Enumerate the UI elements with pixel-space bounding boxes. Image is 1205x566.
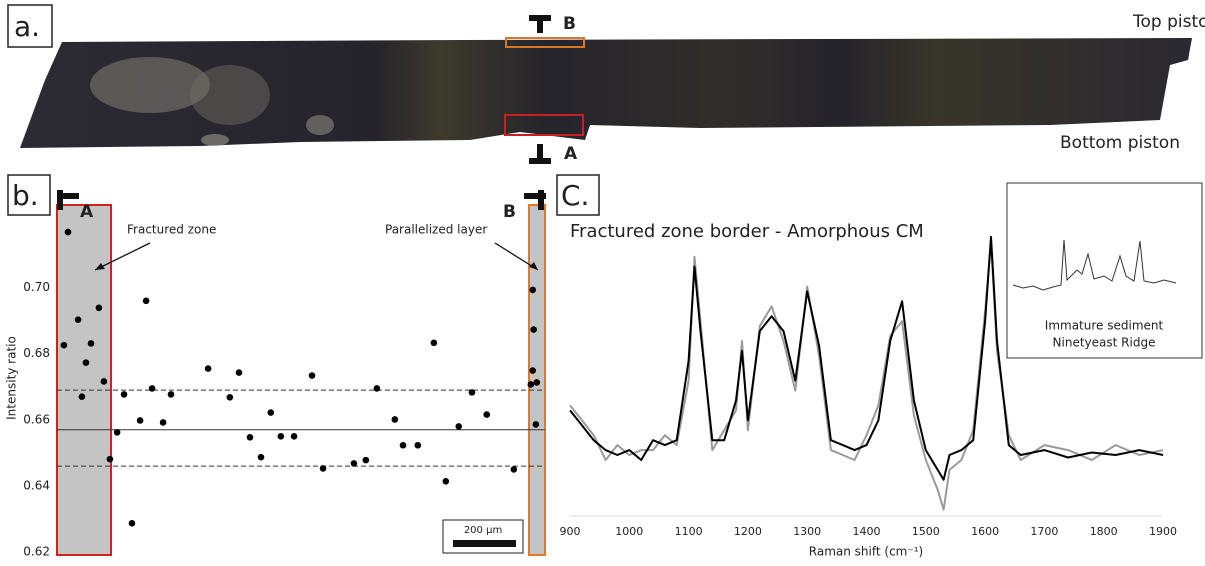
point	[350, 460, 358, 467]
arrow-head	[95, 263, 105, 270]
point	[442, 477, 450, 485]
chart-title: Fractured zone border - Amorphous CM	[570, 221, 924, 242]
marker-b-icon	[529, 15, 551, 33]
point	[468, 389, 476, 396]
zone-a-icon	[57, 190, 79, 210]
point	[167, 391, 175, 398]
section-b-box	[505, 37, 585, 48]
point	[159, 419, 167, 426]
panel-label-box	[7, 4, 53, 48]
point	[64, 228, 72, 236]
point	[529, 286, 537, 294]
point	[510, 466, 518, 473]
x-tick-label: 1900	[1149, 525, 1177, 538]
scale-bar	[453, 540, 516, 547]
point	[529, 367, 537, 374]
x-tick-label: 1600	[971, 525, 999, 538]
annotation: Parallelized layer	[385, 223, 487, 237]
panel-label: b.	[12, 179, 39, 212]
point	[527, 381, 535, 388]
point	[257, 453, 265, 461]
core-photo	[20, 38, 1192, 148]
panel-label: C.	[561, 179, 589, 212]
zone-b-icon	[524, 190, 546, 210]
panel-label-box	[7, 174, 51, 216]
spectrum-line	[569, 240, 1164, 511]
y-tick-label: 0.62	[23, 545, 50, 559]
x-tick-label: 1200	[734, 525, 762, 538]
arrow-head	[529, 262, 538, 270]
point	[95, 304, 103, 312]
point	[148, 385, 156, 392]
y-axis-label: Intensity ratio	[5, 336, 19, 420]
top-label: Top piston	[1132, 12, 1205, 32]
scale-box	[442, 519, 524, 554]
x-tick-label: 1700	[1030, 525, 1058, 538]
y-tick-label: 0.68	[23, 346, 50, 360]
point	[533, 379, 541, 386]
point	[87, 340, 95, 347]
point	[226, 394, 234, 401]
point	[100, 378, 108, 385]
inset	[1006, 182, 1203, 359]
scale-label: 200 µm	[464, 525, 502, 536]
annotation: Fractured zone	[127, 223, 216, 237]
x-tick-label: 1000	[615, 525, 643, 538]
point	[391, 416, 399, 423]
x-axis-label: Raman shift (cm⁻¹)	[809, 545, 923, 559]
marker-a: A	[564, 144, 578, 164]
point	[267, 409, 275, 416]
section-a-box	[504, 114, 584, 136]
bottom-label: Bottom piston	[1060, 133, 1180, 153]
point	[136, 417, 144, 424]
point	[373, 385, 381, 392]
y-tick-label: 0.70	[23, 280, 50, 294]
point	[74, 316, 82, 323]
point	[319, 465, 327, 472]
x-tick-label: 900	[560, 525, 581, 538]
point	[78, 393, 86, 400]
point	[362, 456, 370, 464]
point	[235, 369, 243, 376]
point	[530, 326, 537, 333]
annotation-arrow	[94, 242, 151, 271]
point	[483, 411, 491, 418]
point	[60, 341, 68, 349]
point	[290, 433, 298, 440]
point	[430, 339, 438, 347]
spectrum-line	[569, 235, 1164, 481]
inset-spectrum	[1012, 239, 1177, 291]
x-tick-label: 1400	[853, 525, 881, 538]
point	[399, 441, 407, 449]
zone-label: A	[80, 202, 94, 222]
point	[128, 519, 136, 527]
point	[246, 434, 254, 441]
x-tick-label: 1300	[793, 525, 821, 538]
point	[532, 421, 540, 428]
y-tick-label: 0.66	[23, 412, 50, 426]
point	[455, 423, 463, 430]
zone-label: B	[503, 202, 516, 222]
point	[277, 433, 285, 440]
point	[82, 359, 90, 366]
point	[142, 297, 150, 305]
x-tick-label: 1500	[912, 525, 940, 538]
point	[113, 429, 121, 436]
point	[414, 441, 422, 449]
x-tick-label: 1100	[675, 525, 703, 538]
panel-label-box	[556, 174, 600, 216]
marker-a-icon	[529, 144, 551, 164]
point	[120, 391, 128, 398]
x-tick-label: 1800	[1090, 525, 1118, 538]
inset-text: Ninetyeast Ridge	[1053, 336, 1156, 350]
point	[204, 365, 212, 372]
point	[106, 455, 114, 463]
y-tick-label: 0.64	[23, 478, 50, 492]
marker-b: B	[563, 14, 576, 34]
point	[308, 372, 316, 379]
panel-label: a.	[14, 10, 40, 43]
inset-text: Immature sediment	[1045, 319, 1164, 333]
